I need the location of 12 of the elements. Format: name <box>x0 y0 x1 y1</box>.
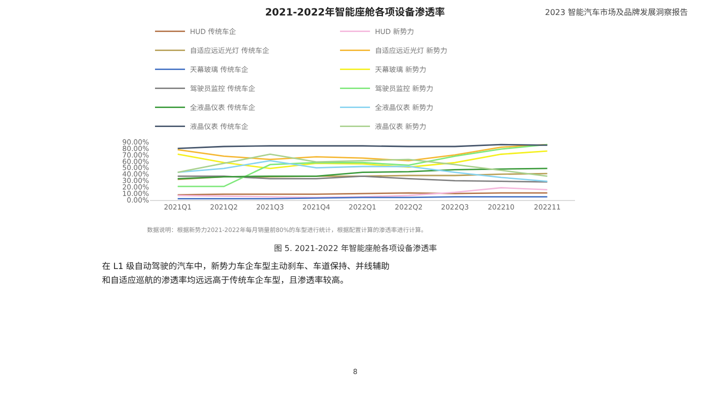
text: 2023 智能汽车市场及品牌发展洞察报告 <box>545 8 688 17</box>
text: 在 L1 级自动驾驶的汽车中，新势力车企车型主动刹车、车道保持、并线辅助 <box>102 261 390 272</box>
chart-title: 2021-2022年智能座舱各项设备渗透率 <box>265 6 445 18</box>
line-series <box>177 154 548 177</box>
caption: 图 5. 2021-2022 年智能座舱各项设备渗透率 <box>274 244 437 253</box>
line-series <box>177 144 548 188</box>
line-series <box>177 160 548 182</box>
text: 和自适应巡航的渗透率均远远高于传统车企车型，且渗透率较高。 <box>102 275 349 286</box>
line-series <box>177 187 548 198</box>
line-series <box>177 150 548 170</box>
line-series <box>177 144 548 162</box>
line-series <box>177 168 548 180</box>
